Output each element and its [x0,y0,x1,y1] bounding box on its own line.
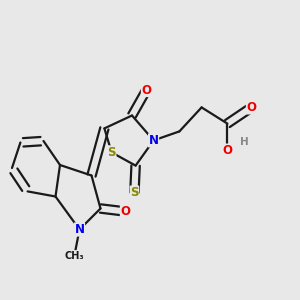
Text: O: O [246,101,256,114]
Text: S: S [130,186,139,199]
Text: N: N [148,134,159,147]
Text: O: O [120,205,130,218]
Text: H: H [239,137,248,147]
Text: N: N [74,223,85,236]
Text: S: S [107,146,116,159]
Text: O: O [141,83,152,97]
Text: CH₃: CH₃ [64,250,84,261]
Text: O: O [222,144,233,157]
